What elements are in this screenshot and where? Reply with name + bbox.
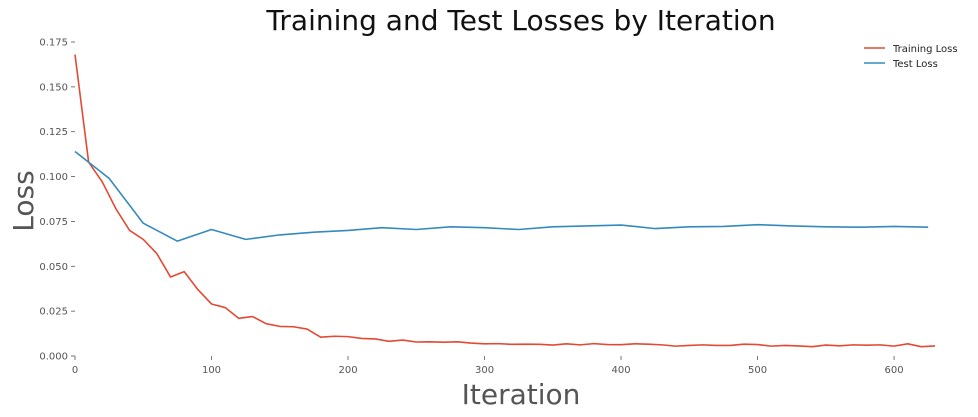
y-tick-label: 0.050 [39, 262, 68, 273]
x-axis-label: Iteration [462, 378, 581, 411]
y-tick-label: 0.025 [39, 307, 68, 318]
y-tick-label: 0.000 [39, 352, 68, 363]
x-axis: 0 100 200 300 400 500 600 [72, 356, 904, 376]
legend-label-training-loss: Training Loss [892, 44, 958, 55]
legend-label-test-loss: Test Loss [892, 59, 938, 70]
series-layer [74, 54, 936, 348]
legend: Training Loss Test Loss [864, 44, 958, 70]
y-axis-label: Loss [7, 170, 40, 231]
series-line-test-loss [74, 150, 929, 242]
chart-title: Training and Test Losses by Iteration [265, 4, 775, 37]
x-tick-label: 500 [748, 365, 767, 376]
y-axis: 0.000 0.025 0.050 0.075 0.100 0.125 0.150 0.175 [39, 38, 75, 363]
y-tick-label: 0.175 [39, 38, 68, 49]
y-tick-label: 0.100 [39, 172, 68, 183]
x-tick-label: 400 [611, 365, 630, 376]
x-tick-label: 300 [475, 365, 494, 376]
y-tick-label: 0.075 [39, 217, 68, 228]
y-tick-label: 0.150 [39, 82, 68, 93]
x-tick-label: 100 [202, 365, 221, 376]
y-tick-label: 0.125 [39, 127, 68, 138]
x-tick-label: 0 [72, 365, 78, 376]
series-line-training-loss [74, 54, 936, 348]
x-tick-label: 600 [885, 365, 904, 376]
x-tick-label: 200 [338, 365, 357, 376]
